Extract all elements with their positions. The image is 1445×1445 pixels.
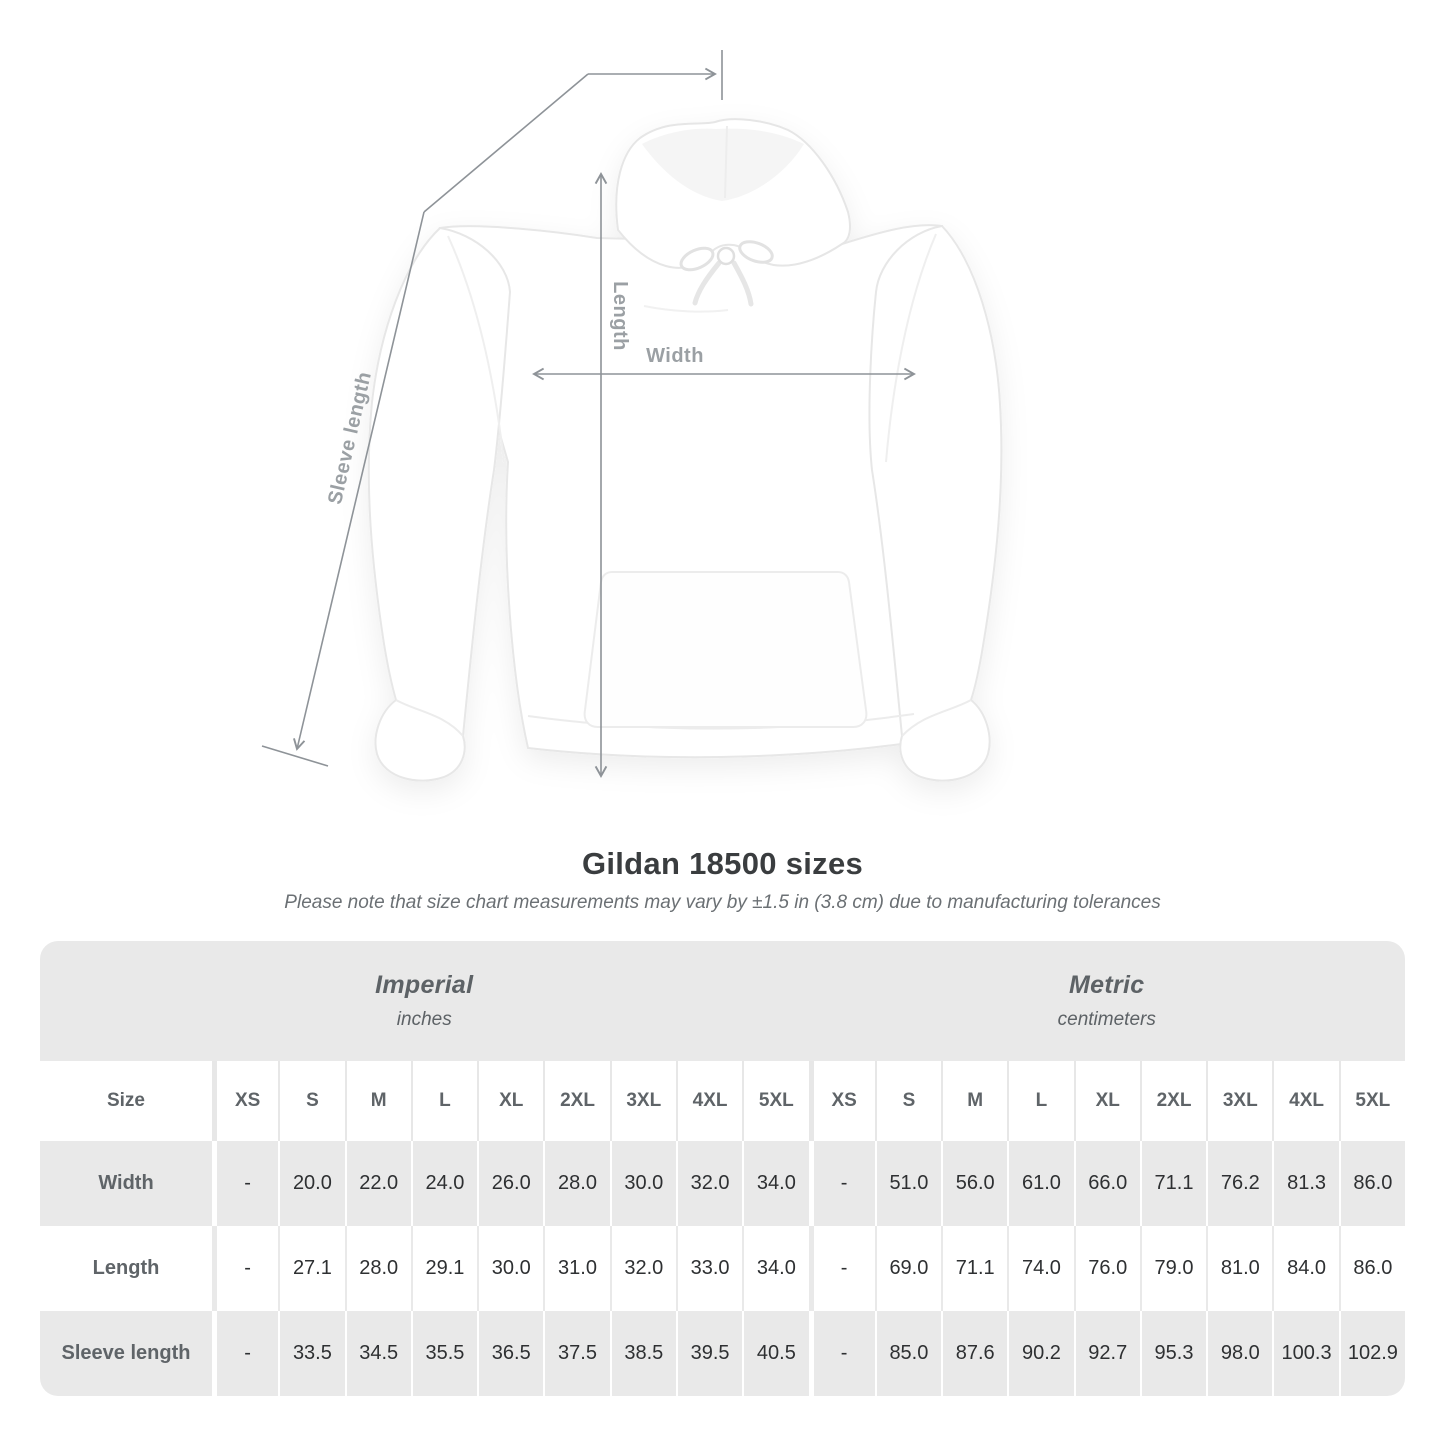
width-metric-m: 56.0 [941, 1141, 1007, 1226]
sleeve-length-metric-l: 90.2 [1007, 1311, 1073, 1396]
length-metric-2xl: 79.0 [1139, 1226, 1206, 1311]
size-header-metric-4xl: 4XL [1272, 1061, 1338, 1141]
length-imperial-3xl: 32.0 [609, 1226, 676, 1311]
width-row: Width -20.0 22.0 24.0 26.0 28.0 30.0 32.0 34.0-… [40, 1141, 1405, 1226]
sleeve-length-imperial-4xl: 39.5 [675, 1311, 742, 1396]
width-metric-2xl: 71.1 [1139, 1141, 1206, 1226]
imperial-group-name: Imperial [375, 971, 474, 999]
length-label: Length [609, 281, 631, 351]
unit-group-row: Imperial inches Metric centimeters [40, 941, 1405, 1061]
size-header-row: Size XS S M L XL 2XL 3XL 4XL 5XL XS S M L XL 2XL 3XL 4XL… [40, 1061, 1405, 1141]
sleeve-length-metric-xs: - [808, 1311, 875, 1396]
imperial-group-unit: inches [396, 1009, 452, 1030]
sleeve-length-arrow [261, 50, 723, 767]
length-metric-xs: - [808, 1226, 875, 1311]
size-header-metric-xl: XL [1073, 1061, 1140, 1141]
length-metric-m: 71.1 [941, 1226, 1007, 1311]
size-header-imperial-s: S [278, 1061, 344, 1141]
sleeve-length-imperial-3xl: 38.5 [609, 1311, 676, 1396]
drawstring-bow [679, 240, 774, 307]
sleeve-length-imperial-xs: - [212, 1311, 278, 1396]
width-metric-l: 61.0 [1007, 1141, 1073, 1226]
sleeve-length-imperial-m: 34.5 [344, 1311, 411, 1396]
sleeve-length-row-label: Sleeve length [61, 1342, 191, 1364]
length-imperial-2xl: 31.0 [543, 1226, 609, 1311]
length-row-label: Length [92, 1257, 160, 1279]
size-header-imperial-xs: XS [212, 1061, 278, 1141]
width-imperial-s: 20.0 [278, 1141, 344, 1226]
tolerance-note: Please note that size chart measurements… [284, 892, 1161, 913]
size-header-imperial-xl: XL [477, 1061, 543, 1141]
width-label: Width [646, 345, 704, 367]
width-metric-s: 51.0 [874, 1141, 941, 1226]
length-row: Length -27.1 28.0 29.1 30.0 31.0 32.0 33.0 34.0… [40, 1226, 1405, 1311]
sleeve-length-metric-3xl: 98.0 [1206, 1311, 1272, 1396]
width-imperial-2xl: 28.0 [543, 1141, 609, 1226]
size-header-imperial-2xl: 2XL [543, 1061, 609, 1141]
sleeve-length-row: Sleeve length -33.5 34.5 35.5 36.5 37.5 38.5 3… [40, 1311, 1405, 1396]
sleeve-length-metric-2xl: 95.3 [1139, 1311, 1206, 1396]
imperial-group-header: Imperial inches [40, 941, 809, 1061]
width-imperial-4xl: 32.0 [675, 1141, 742, 1226]
length-imperial-s: 27.1 [278, 1226, 344, 1311]
length-metric-5xl: 86.0 [1338, 1226, 1405, 1311]
length-imperial-xs: - [212, 1226, 278, 1311]
size-header-metric-2xl: 2XL [1139, 1061, 1206, 1141]
length-metric-l: 74.0 [1007, 1226, 1073, 1311]
size-header-metric-xs: XS [808, 1061, 875, 1141]
metric-group-name: Metric [1069, 971, 1145, 999]
length-metric-xl: 76.0 [1073, 1226, 1140, 1311]
width-imperial-5xl: 34.0 [742, 1141, 808, 1226]
width-imperial-3xl: 30.0 [609, 1141, 676, 1226]
size-header-imperial-3xl: 3XL [609, 1061, 676, 1141]
hoodie-diagram-svg: Sleeve length Length Width [261, 50, 1003, 782]
sleeve-length-metric-s: 85.0 [874, 1311, 941, 1396]
size-header-metric-3xl: 3XL [1206, 1061, 1272, 1141]
sleeve-length-imperial-2xl: 37.5 [543, 1311, 609, 1396]
metric-group-unit: centimeters [1057, 1009, 1156, 1030]
sleeve-length-metric-m: 87.6 [941, 1311, 1007, 1396]
sleeve-length-metric-4xl: 100.3 [1272, 1311, 1338, 1396]
hoodie-measurement-diagram: Sleeve length Length Width [261, 50, 1003, 782]
size-corner-header: Size [106, 1090, 146, 1111]
size-header-imperial-5xl: 5XL [742, 1061, 808, 1141]
width-metric-5xl: 86.0 [1338, 1141, 1405, 1226]
width-imperial-xl: 26.0 [477, 1141, 543, 1226]
size-header-metric-5xl: 5XL [1338, 1061, 1405, 1141]
measurement-arrows [261, 50, 916, 778]
width-metric-3xl: 76.2 [1206, 1141, 1272, 1226]
size-header-imperial-m: M [344, 1061, 411, 1141]
hoodie-photo [367, 118, 1003, 782]
length-imperial-4xl: 33.0 [675, 1226, 742, 1311]
length-metric-3xl: 81.0 [1206, 1226, 1272, 1311]
length-imperial-m: 28.0 [344, 1226, 411, 1311]
sleeve-length-imperial-5xl: 40.5 [742, 1311, 808, 1396]
width-metric-4xl: 81.3 [1272, 1141, 1338, 1226]
sleeve-length-metric-xl: 92.7 [1073, 1311, 1140, 1396]
width-metric-xl: 66.0 [1073, 1141, 1140, 1226]
sleeve-length-metric-5xl: 102.9 [1338, 1311, 1405, 1396]
width-imperial-m: 22.0 [344, 1141, 411, 1226]
width-row-label: Width [98, 1172, 154, 1194]
size-header-imperial-4xl: 4XL [675, 1061, 742, 1141]
size-table: Imperial inches Metric centimeters Size … [40, 941, 1405, 1396]
size-header-metric-s: S [874, 1061, 941, 1141]
page-title: Gildan 18500 sizes [581, 846, 864, 881]
size-header-metric-m: M [941, 1061, 1007, 1141]
size-header-metric-l: L [1007, 1061, 1073, 1141]
sleeve-length-imperial-s: 33.5 [278, 1311, 344, 1396]
heading: Gildan 18500 sizes Please note that size… [0, 847, 1445, 915]
sleeve-length-imperial-l: 35.5 [410, 1311, 477, 1396]
metric-group-header: Metric centimeters [809, 941, 1406, 1061]
size-header-imperial-l: L [410, 1061, 477, 1141]
length-imperial-5xl: 34.0 [742, 1226, 808, 1311]
length-metric-s: 69.0 [874, 1226, 941, 1311]
length-imperial-xl: 30.0 [477, 1226, 543, 1311]
width-imperial-xs: - [212, 1141, 278, 1226]
sleeve-length-imperial-xl: 36.5 [477, 1311, 543, 1396]
length-metric-4xl: 84.0 [1272, 1226, 1338, 1311]
width-imperial-l: 24.0 [410, 1141, 477, 1226]
width-metric-xs: - [808, 1141, 875, 1226]
length-imperial-l: 29.1 [410, 1226, 477, 1311]
